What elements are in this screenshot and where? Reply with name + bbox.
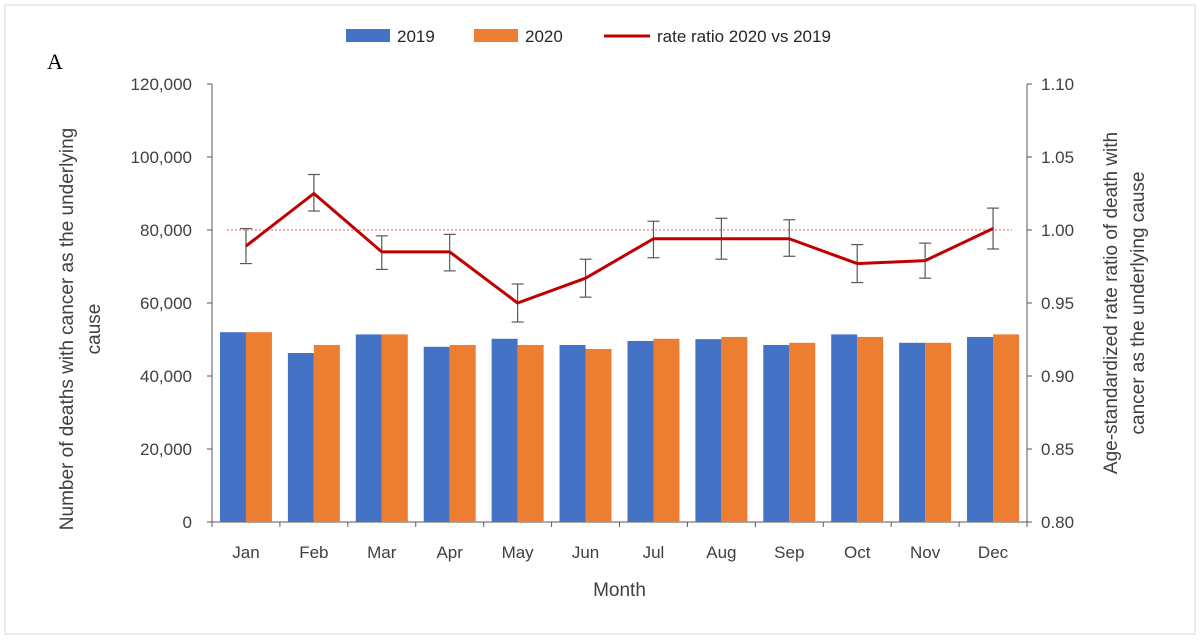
x-tick-label: Jan bbox=[232, 543, 259, 562]
bar-2019-dec bbox=[967, 336, 994, 522]
x-tick-label: Sep bbox=[774, 543, 804, 562]
legend-label-2019: 2019 bbox=[397, 27, 435, 46]
bar-2019-jan bbox=[219, 332, 246, 522]
bar-2019-sep bbox=[763, 344, 790, 522]
x-tick-label: Apr bbox=[436, 543, 463, 562]
legend-label-ratio: rate ratio 2020 vs 2019 bbox=[657, 27, 831, 46]
y2-tick-label: 0.80 bbox=[1041, 513, 1074, 532]
x-tick-label: May bbox=[502, 543, 535, 562]
bar-2019-aug bbox=[695, 339, 722, 522]
ratio-line-group bbox=[239, 173, 1000, 323]
legend-swatch-2019 bbox=[346, 29, 390, 42]
chart-border bbox=[4, 4, 1196, 635]
bar-2020-oct bbox=[857, 336, 884, 522]
bar-2019-jun bbox=[559, 344, 586, 522]
x-tick-label: Jul bbox=[643, 543, 665, 562]
y2-axis-title-line: Age-standardized rate ratio of death wit… bbox=[1101, 132, 1122, 474]
bar-2019-oct bbox=[831, 334, 858, 522]
y2-tick-label: 1.05 bbox=[1041, 148, 1074, 167]
panel-label: A bbox=[47, 49, 63, 74]
y-tick-label: 100,000 bbox=[131, 148, 192, 167]
y-tick-label: 80,000 bbox=[140, 221, 192, 240]
bar-2020-nov bbox=[925, 342, 952, 522]
bar-2020-feb bbox=[313, 344, 340, 522]
y2-tick-label: 0.85 bbox=[1041, 440, 1074, 459]
bar-2019-feb bbox=[287, 353, 314, 522]
bar-2019-jul bbox=[627, 340, 654, 522]
x-tick-label: Nov bbox=[910, 543, 941, 562]
x-axis-title: Month bbox=[593, 580, 646, 601]
y2-tick-label: 1.00 bbox=[1041, 221, 1074, 240]
y-tick-label: 40,000 bbox=[140, 367, 192, 386]
y-axis-title-line: cause bbox=[84, 304, 105, 355]
legend: 2019 2020 rate ratio 2020 vs 2019 bbox=[346, 27, 831, 46]
x-tick-label: Feb bbox=[299, 543, 328, 562]
x-tick-label: Dec bbox=[978, 543, 1009, 562]
y2-tick-label: 0.90 bbox=[1041, 367, 1074, 386]
y-tick-label: 60,000 bbox=[140, 294, 192, 313]
x-tick-label: Oct bbox=[844, 543, 871, 562]
bar-2020-jul bbox=[653, 338, 680, 522]
x-tick-label: Mar bbox=[367, 543, 397, 562]
ratio-line bbox=[245, 192, 994, 305]
bar-2019-nov bbox=[899, 342, 926, 522]
x-tick-label: Aug bbox=[706, 543, 736, 562]
bar-2020-sep bbox=[789, 342, 816, 522]
bar-2020-dec bbox=[993, 334, 1020, 522]
y2-tick-label: 0.95 bbox=[1041, 294, 1074, 313]
y-tick-label: 120,000 bbox=[131, 75, 192, 94]
y2-axis-title-line: cancer as the underlying cause bbox=[1128, 172, 1149, 435]
y2-tick-label: 1.10 bbox=[1041, 75, 1074, 94]
y-axis-title: Number of deaths with cancer as the unde… bbox=[57, 128, 105, 530]
legend-swatch-2020 bbox=[474, 29, 518, 42]
y-tick-label: 0 bbox=[183, 513, 192, 532]
y-tick-label: 20,000 bbox=[140, 440, 192, 459]
axis-titles: Month Number of deaths with cancer as the… bbox=[57, 128, 1149, 601]
bar-2020-aug bbox=[721, 336, 748, 522]
bar-2020-jan bbox=[245, 332, 272, 522]
legend-label-2020: 2020 bbox=[525, 27, 563, 46]
bar-2020-apr bbox=[449, 344, 476, 522]
bar-2019-may bbox=[491, 338, 518, 522]
bar-2019-mar bbox=[355, 334, 382, 522]
y-axis-title-line: Number of deaths with cancer as the unde… bbox=[57, 128, 78, 530]
axes: 0 20,000 40,000 60,000 80,000 100,000 120,000 0… bbox=[131, 75, 1075, 562]
bars bbox=[219, 332, 1020, 522]
bar-2019-apr bbox=[423, 346, 450, 522]
bar-2020-jun bbox=[585, 348, 612, 522]
bar-2020-may bbox=[517, 344, 544, 522]
y2-axis-title: Age-standardized rate ratio of death wit… bbox=[1101, 132, 1149, 474]
x-tick-label: Jun bbox=[572, 543, 599, 562]
bar-2020-mar bbox=[381, 334, 408, 522]
